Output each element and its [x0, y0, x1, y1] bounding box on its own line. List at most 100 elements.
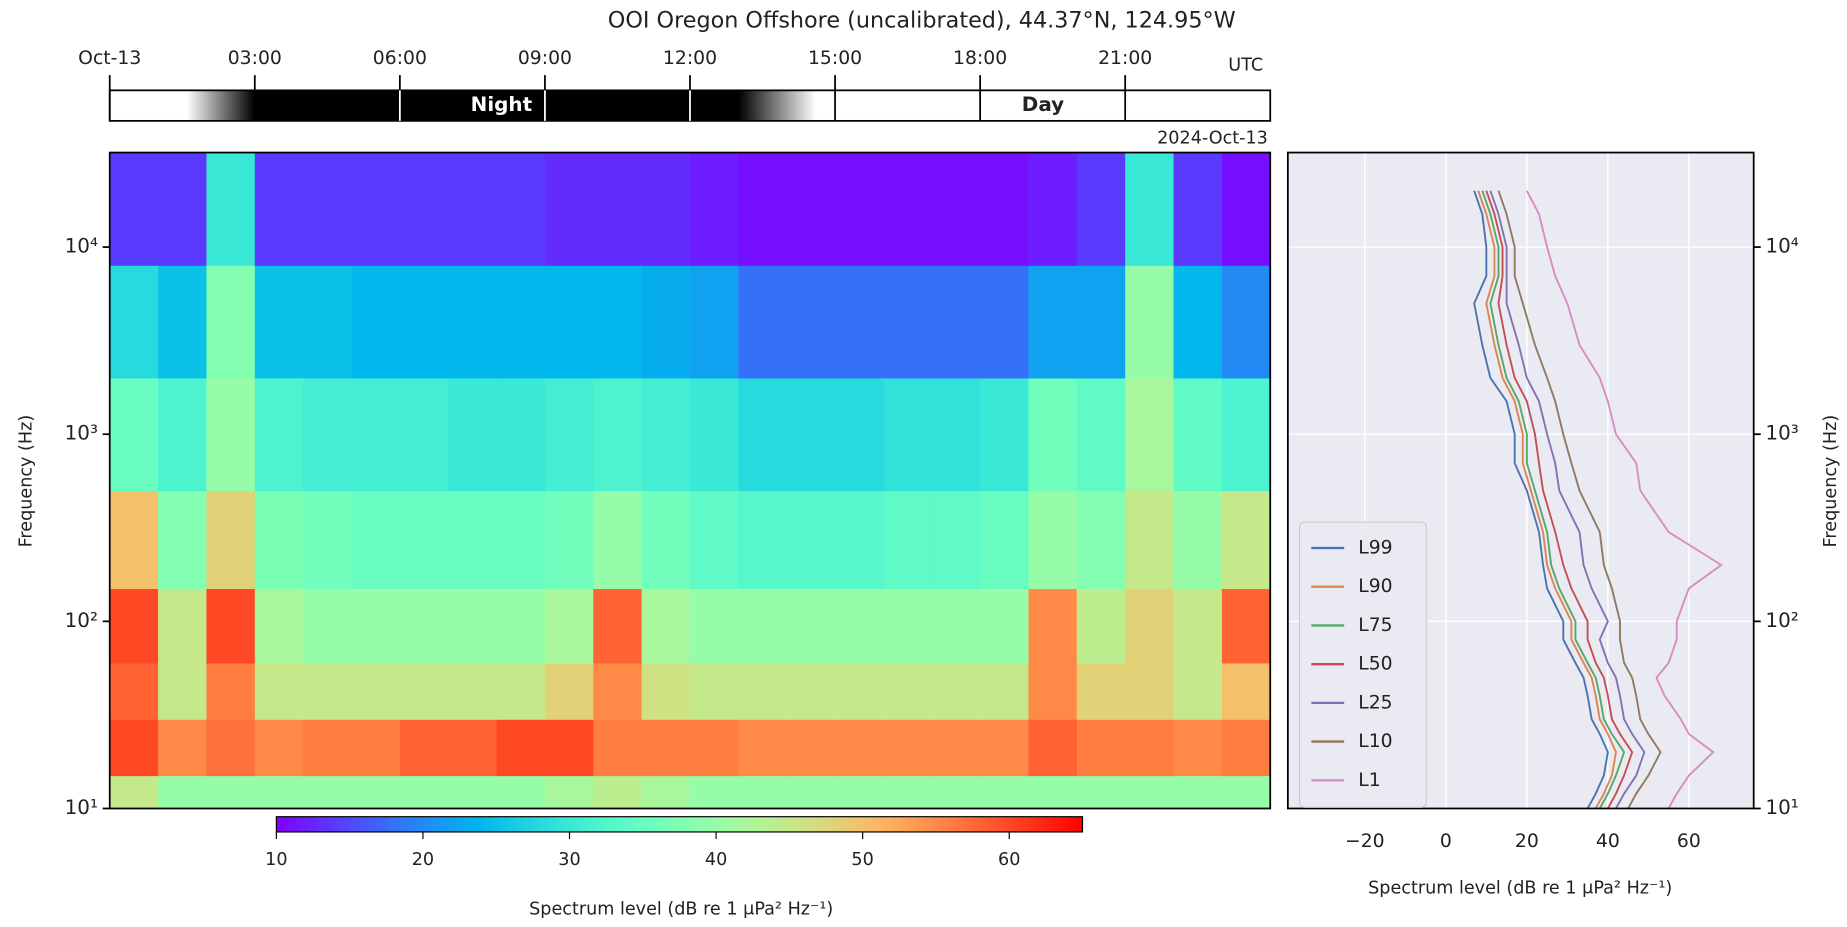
heatmap-cell: [496, 662, 546, 720]
heatmap-cell: [980, 588, 1030, 664]
heatmap-cell: [1076, 152, 1126, 266]
heatmap-cell: [641, 662, 691, 720]
x-axis-title: Spectrum level (dB re 1 μPa² Hz⁻¹): [1368, 878, 1672, 898]
heatmap-cell: [1076, 662, 1126, 720]
time-zone: UTC: [1228, 56, 1263, 76]
heatmap-cell: [206, 588, 256, 664]
y-tick-label: 10³: [1765, 421, 1798, 445]
heatmap-cell: [1173, 377, 1223, 492]
heatmap-cell: [593, 265, 643, 379]
x-tick-label: 40: [1596, 831, 1620, 852]
x-tick-label: 60: [1677, 831, 1701, 852]
heatmap-cell: [1076, 265, 1126, 379]
heatmap-cell: [1173, 490, 1223, 589]
heatmap-cell: [303, 152, 353, 266]
heatmap-cell: [1221, 265, 1271, 379]
heatmap-cell: [448, 152, 498, 266]
heatmap-cell: [738, 152, 788, 266]
y-tick-label: 10³: [65, 421, 98, 445]
heatmap-cell: [1125, 265, 1175, 379]
heatmap-cell: [1125, 775, 1175, 810]
heatmap-cell: [1028, 152, 1078, 266]
heatmap-cell: [254, 662, 304, 720]
heatmap-cell: [931, 719, 981, 777]
heatmap-cell: [593, 662, 643, 720]
heatmap-cell: [158, 377, 208, 492]
plot-frame: [108, 151, 1272, 810]
heatmap-cell: [496, 719, 546, 777]
heatmap-cell: [206, 152, 256, 266]
heatmap-cell: [786, 588, 836, 664]
legend-label: L75: [1358, 615, 1392, 636]
heatmap-cell: [931, 588, 981, 664]
heatmap-cell: [835, 265, 884, 379]
heatmap-cell: [496, 775, 546, 810]
heatmap-cell: [158, 662, 208, 720]
heatmap-cell: [109, 265, 159, 379]
day-label: Day: [1022, 92, 1064, 116]
heatmap-cell: [496, 152, 546, 266]
series-line: [1477, 190, 1617, 809]
heatmap-cell: [544, 490, 594, 589]
heatmap-cell: [303, 588, 353, 664]
heatmap-cell: [158, 265, 208, 379]
legend-box: [1298, 521, 1427, 808]
y-tick-label: 10¹: [1765, 795, 1798, 819]
heatmap-cell: [1028, 588, 1078, 664]
heatmap-cell: [883, 775, 933, 810]
x-tick-label: 0: [1440, 831, 1452, 852]
plot-frame: [1286, 151, 1755, 810]
heatmap-cell: [399, 662, 449, 720]
heatmap-cell: [1173, 662, 1223, 720]
heatmap-cell: [399, 775, 449, 810]
heatmap-cell: [206, 265, 256, 379]
heatmap-cell: [303, 490, 353, 589]
heatmap-cell: [254, 588, 304, 664]
heatmap-cell: [593, 152, 643, 266]
heatmap-cell: [883, 152, 933, 266]
heatmap-cell: [109, 588, 159, 664]
heatmap-cell: [980, 490, 1030, 589]
heatmap-cell: [399, 265, 449, 379]
heatmap-cell: [544, 152, 594, 266]
heatmap-cell: [641, 588, 691, 664]
heatmap-cell: [1221, 719, 1271, 777]
heatmap-cell: [158, 775, 208, 810]
heatmap-cell: [883, 719, 933, 777]
colorbar-tick-label: 30: [558, 850, 580, 870]
night-label: Night: [471, 92, 533, 116]
heatmap-cell: [738, 662, 788, 720]
heatmap-cell: [1076, 588, 1126, 664]
heatmap-cell: [689, 152, 739, 266]
heatmap-cell: [351, 152, 401, 266]
series-line: [1485, 190, 1634, 809]
heatmap-cell: [641, 775, 691, 810]
heatmap-cell: [448, 662, 498, 720]
colorbar-tick-label: 40: [705, 850, 727, 870]
title: OOI Oregon Offshore (uncalibrated), 44.3…: [608, 8, 1236, 34]
heatmap-cell: [1125, 719, 1175, 777]
heatmap-cell: [399, 490, 449, 589]
heatmap-cell: [1028, 662, 1078, 720]
heatmap-cell: [1028, 719, 1078, 777]
heatmap-cell: [641, 377, 691, 492]
heatmap-cell: [738, 588, 788, 664]
colorbar: [275, 816, 1084, 833]
heatmap-cell: [206, 775, 256, 810]
heatmap-cell: [254, 377, 304, 492]
heatmap-cell: [689, 719, 739, 777]
heatmap-cell: [1076, 490, 1126, 589]
heatmap-cell: [931, 662, 981, 720]
heatmap-cell: [689, 265, 739, 379]
heatmap-cell: [786, 662, 836, 720]
legend-label: L1: [1358, 770, 1380, 791]
y-tick-label: 10⁴: [1765, 234, 1798, 258]
heatmap-cell: [786, 377, 836, 492]
heatmap-cell: [496, 265, 546, 379]
heatmap-cell: [1125, 662, 1175, 720]
heatmap-cell: [109, 152, 159, 266]
heatmap-cell: [303, 265, 353, 379]
heatmap-cell: [254, 265, 304, 379]
heatmap-cell: [738, 775, 788, 810]
heatmap-cell: [786, 490, 836, 589]
